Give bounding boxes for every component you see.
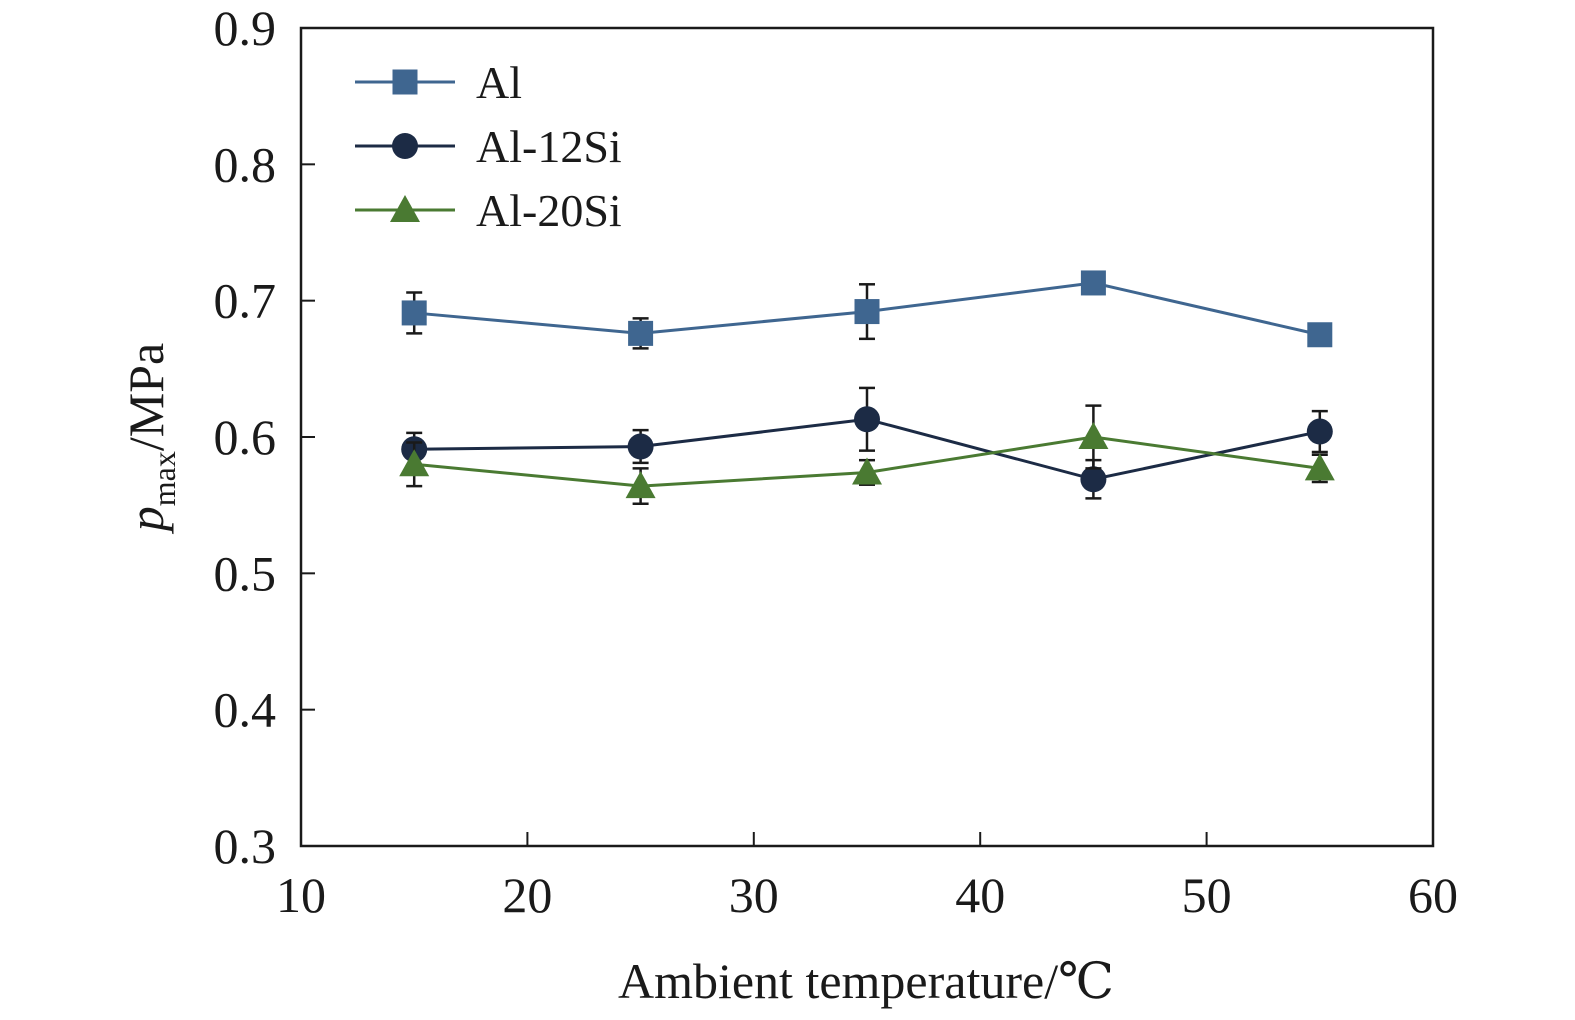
y-tick-label: 0.6: [214, 409, 277, 465]
y-axis-title-sub: max: [146, 451, 182, 506]
y-tick-label: 0.9: [214, 0, 277, 56]
data-point: [854, 406, 880, 433]
y-tick-label: 0.4: [214, 682, 277, 738]
x-tick-label: 50: [1182, 867, 1232, 923]
series-al: [401, 270, 1333, 350]
y-axis: 0.3 0.4 0.5 0.6 0.7 0.8 0.9: [214, 0, 315, 874]
legend-label: Al: [476, 57, 522, 108]
data-point: [628, 320, 654, 346]
x-tick-label: 10: [276, 867, 326, 923]
data-point: [1080, 466, 1107, 493]
legend: Al Al-12Si Al-20Si: [355, 57, 622, 236]
legend-marker: [392, 133, 418, 159]
series-al-20si: [399, 404, 1335, 506]
legend-item: Al-12Si: [355, 121, 622, 172]
data-point: [1304, 453, 1335, 481]
data-point: [852, 457, 882, 485]
data-point: [854, 299, 880, 325]
y-tick-label: 0.3: [214, 818, 277, 874]
x-tick-label: 60: [1408, 867, 1458, 923]
legend-item: Al: [355, 57, 522, 108]
x-axis-title: Ambient temperature/℃: [618, 953, 1114, 1009]
y-tick-label: 0.8: [214, 136, 277, 192]
data-point: [627, 433, 654, 460]
legend-label: Al-20Si: [476, 185, 622, 236]
legend-item: Al-20Si: [355, 185, 622, 236]
x-tick-label: 40: [955, 867, 1005, 923]
legend-label: Al-12Si: [476, 121, 622, 172]
data-point: [1306, 418, 1333, 445]
data-point: [1307, 322, 1333, 348]
y-tick-label: 0.5: [214, 545, 277, 601]
y-tick-label: 0.7: [214, 273, 277, 329]
x-tick-label: 30: [729, 867, 779, 923]
data-point: [625, 471, 656, 499]
y-axis-title-unit: /MPa: [118, 343, 174, 451]
legend-marker: [390, 195, 420, 222]
series-al-12si: [401, 386, 1333, 500]
data-point: [1078, 422, 1109, 449]
data-point: [1080, 270, 1106, 296]
y-axis-title: pmax/MPa: [118, 343, 182, 534]
x-tick-label: 20: [502, 867, 552, 923]
series-layer: [399, 270, 1335, 506]
data-point: [401, 300, 427, 326]
y-axis-title-main: p: [118, 506, 174, 534]
x-axis: 10 20 30 40 50 60: [276, 832, 1458, 923]
legend-marker: [392, 69, 418, 95]
data-point: [399, 449, 430, 477]
